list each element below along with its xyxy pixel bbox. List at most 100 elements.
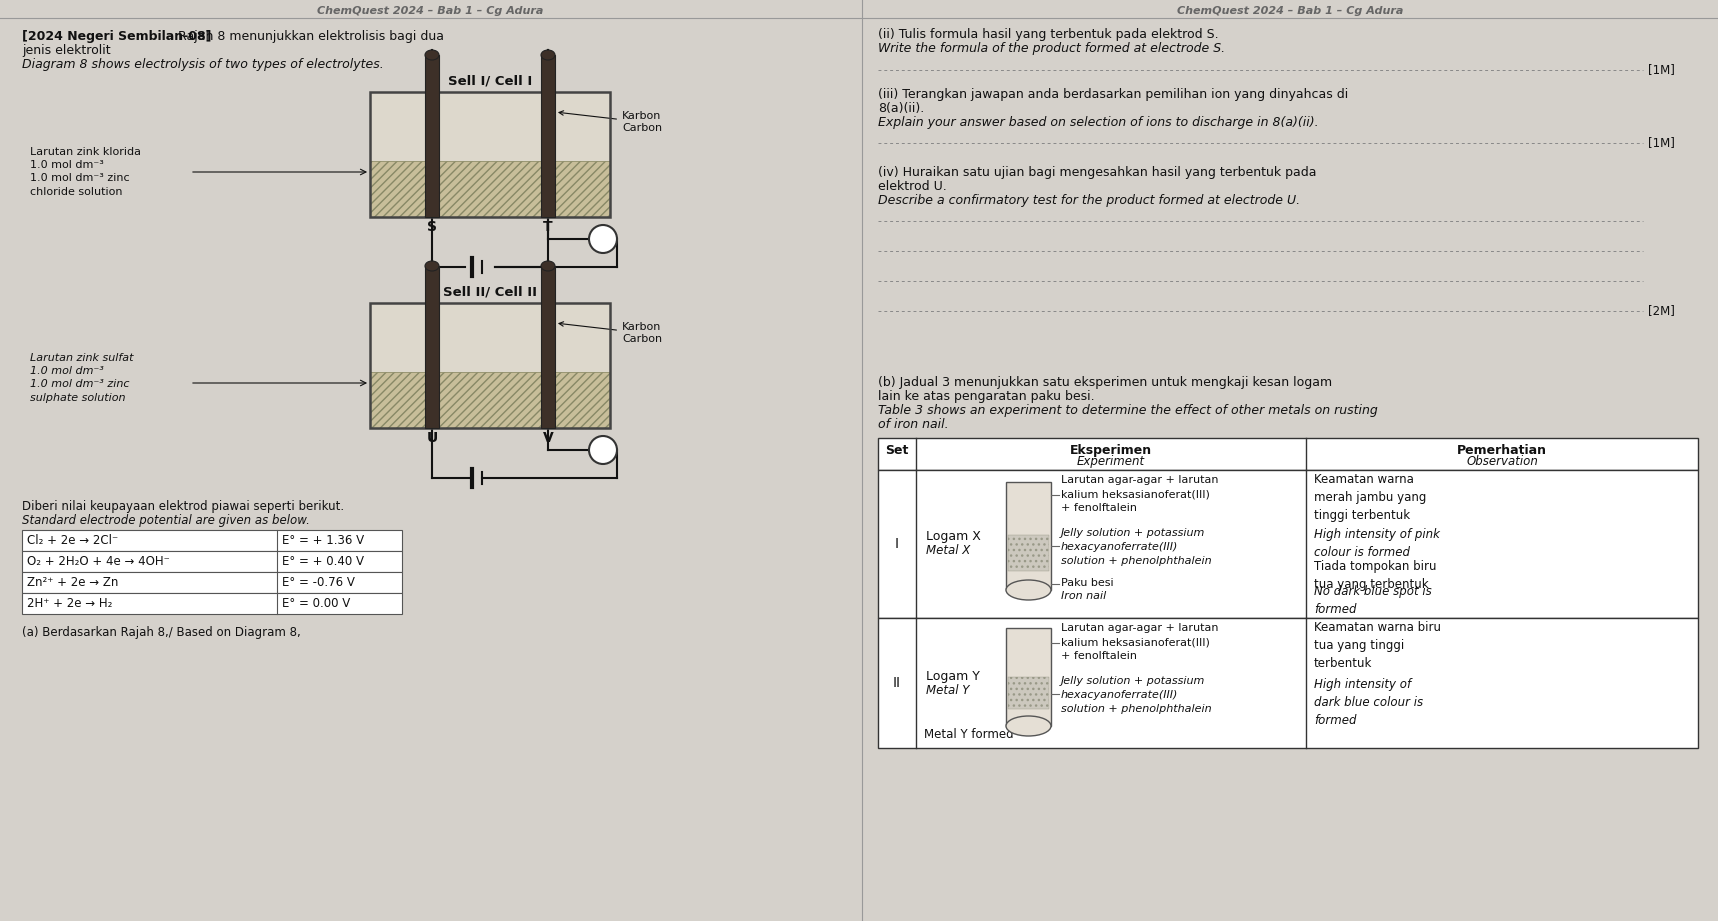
Text: Metal Y formed: Metal Y formed [924, 728, 1014, 741]
Text: lain ke atas pengaratan paku besi.: lain ke atas pengaratan paku besi. [878, 390, 1094, 403]
Text: ChemQuest 2024 – Bab 1 – Cg Adura: ChemQuest 2024 – Bab 1 – Cg Adura [316, 6, 543, 16]
Bar [1007, 628, 1051, 726]
Text: Describe a confirmatory test for the product formed at electrode U.: Describe a confirmatory test for the pro… [878, 194, 1301, 207]
Text: Logam Y: Logam Y [926, 670, 979, 683]
Text: U: U [426, 431, 438, 445]
Bar [878, 470, 1697, 618]
Text: Write the formula of the product formed at electrode S.: Write the formula of the product formed … [878, 42, 1225, 55]
Text: [2024 Negeri Sembilan-08]: [2024 Negeri Sembilan-08] [22, 30, 211, 43]
Bar [369, 372, 610, 428]
Text: Sell I/ Cell I: Sell I/ Cell I [448, 75, 533, 88]
Text: Diagram 8 shows electrolysis of two types of electrolytes.: Diagram 8 shows electrolysis of two type… [22, 58, 383, 71]
Bar [369, 303, 610, 428]
Ellipse shape [541, 50, 555, 60]
Text: Jelly solution + potassium
hexacyanoferrate(III)
solution + phenolphthalein: Jelly solution + potassium hexacyanoferr… [1062, 528, 1211, 566]
Text: ChemQuest 2024 – Bab 1 – Cg Adura: ChemQuest 2024 – Bab 1 – Cg Adura [1177, 6, 1404, 16]
Bar [1008, 535, 1050, 571]
Text: 8(a)(ii).: 8(a)(ii). [878, 102, 924, 115]
Text: Eksperimen: Eksperimen [1070, 444, 1153, 457]
Text: Keamatan warna
merah jambu yang
tinggi terbentuk: Keamatan warna merah jambu yang tinggi t… [1314, 473, 1426, 522]
Text: Karbon
Carbon: Karbon Carbon [558, 111, 661, 133]
Text: O₂ + 2H₂O + 4e → 4OH⁻: O₂ + 2H₂O + 4e → 4OH⁻ [27, 555, 170, 568]
Text: I: I [895, 537, 899, 551]
Text: E° = + 1.36 V: E° = + 1.36 V [282, 534, 364, 547]
Bar [369, 372, 610, 428]
Text: Experiment: Experiment [1077, 454, 1146, 468]
Text: High intensity of pink
colour is formed: High intensity of pink colour is formed [1314, 528, 1440, 559]
Text: Zn²⁺ + 2e → Zn: Zn²⁺ + 2e → Zn [27, 576, 119, 589]
Text: II: II [893, 676, 900, 690]
Bar [369, 161, 610, 217]
Text: Iron nail: Iron nail [1062, 591, 1106, 601]
Text: Karbon
Carbon: Karbon Carbon [558, 321, 661, 344]
Text: Tiada tompokan biru
tua yang terbentuk: Tiada tompokan biru tua yang terbentuk [1314, 560, 1436, 591]
Text: Metal Y: Metal Y [926, 684, 969, 697]
Bar [424, 55, 440, 217]
Text: Jelly solution + potassium
hexacyanoferrate(III)
solution + phenolphthalein: Jelly solution + potassium hexacyanoferr… [1062, 676, 1211, 714]
Text: (ii) Tulis formula hasil yang terbentuk pada elektrod S.: (ii) Tulis formula hasil yang terbentuk … [878, 28, 1218, 41]
Text: Larutan zink sulfat
1.0 mol dm⁻³
1.0 mol dm⁻³ zinc
sulphate solution: Larutan zink sulfat 1.0 mol dm⁻³ 1.0 mol… [29, 353, 134, 402]
Bar [541, 55, 555, 217]
Ellipse shape [541, 261, 555, 271]
Text: Set: Set [885, 444, 909, 457]
Text: Pemerhatian: Pemerhatian [1457, 444, 1546, 457]
Text: Explain your answer based on selection of ions to discharge in 8(a)(ii).: Explain your answer based on selection o… [878, 116, 1319, 129]
Bar [369, 92, 610, 161]
Text: of iron nail.: of iron nail. [878, 418, 948, 431]
Text: Larutan agar-agar + larutan
kalium heksasianoferat(III)
+ fenolftalein: Larutan agar-agar + larutan kalium heksa… [1062, 475, 1218, 513]
Bar [369, 161, 610, 217]
Text: Larutan zink klorida
1.0 mol dm⁻³
1.0 mol dm⁻³ zinc
chloride solution: Larutan zink klorida 1.0 mol dm⁻³ 1.0 mo… [29, 147, 141, 196]
Text: No dark blue spot is
formed: No dark blue spot is formed [1314, 585, 1431, 616]
Text: [1M]: [1M] [1648, 64, 1675, 76]
Text: [1M]: [1M] [1648, 136, 1675, 149]
Bar [1008, 677, 1050, 709]
Circle shape [589, 225, 617, 253]
Bar [369, 92, 610, 217]
Text: Standard electrode potential are given as below.: Standard electrode potential are given a… [22, 514, 309, 527]
Text: 2H⁺ + 2e → H₂: 2H⁺ + 2e → H₂ [27, 597, 112, 610]
Ellipse shape [1007, 716, 1051, 736]
Text: (b) Jadual 3 menunjukkan satu eksperimen untuk mengkaji kesan logam: (b) Jadual 3 menunjukkan satu eksperimen… [878, 376, 1331, 389]
Text: (a) Berdasarkan Rajah 8,/ Based on Diagram 8,: (a) Berdasarkan Rajah 8,/ Based on Diagr… [22, 626, 301, 639]
Bar [22, 572, 402, 593]
Text: A: A [598, 232, 608, 246]
Bar [22, 530, 402, 551]
Text: jenis elektrolit: jenis elektrolit [22, 44, 110, 57]
Bar [22, 593, 402, 614]
Text: Paku besi: Paku besi [1062, 578, 1113, 588]
Bar [541, 266, 555, 428]
Text: (iii) Terangkan jawapan anda berdasarkan pemilihan ion yang dinyahcas di: (iii) Terangkan jawapan anda berdasarkan… [878, 88, 1349, 101]
Text: S: S [428, 220, 436, 234]
Text: E° = + 0.40 V: E° = + 0.40 V [282, 555, 364, 568]
Bar [1008, 535, 1050, 571]
Text: Rajah 8 menunjukkan elektrolisis bagi dua: Rajah 8 menunjukkan elektrolisis bagi du… [174, 30, 443, 43]
Bar [424, 266, 440, 428]
Text: V: V [543, 431, 553, 445]
Bar [878, 618, 1697, 748]
Ellipse shape [424, 50, 440, 60]
Text: Metal X: Metal X [926, 544, 971, 557]
Bar [22, 551, 402, 572]
Bar [1008, 677, 1050, 709]
Text: E° = -0.76 V: E° = -0.76 V [282, 576, 356, 589]
Ellipse shape [1007, 580, 1051, 600]
Text: Larutan agar-agar + larutan
kalium heksasianoferat(III)
+ fenolftalein: Larutan agar-agar + larutan kalium heksa… [1062, 623, 1218, 661]
Text: elektrod U.: elektrod U. [878, 180, 947, 193]
Bar [369, 303, 610, 372]
Text: A: A [598, 443, 608, 457]
Text: Table 3 shows an experiment to determine the effect of other metals on rusting: Table 3 shows an experiment to determine… [878, 404, 1378, 417]
Text: Cl₂ + 2e → 2Cl⁻: Cl₂ + 2e → 2Cl⁻ [27, 534, 119, 547]
Bar [1007, 482, 1051, 590]
Ellipse shape [424, 261, 440, 271]
Bar [878, 438, 1697, 470]
Text: (iv) Huraikan satu ujian bagi mengesahkan hasil yang terbentuk pada: (iv) Huraikan satu ujian bagi mengesahka… [878, 166, 1316, 179]
Text: T: T [543, 220, 553, 234]
Text: Diberi nilai keupayaan elektrod piawai seperti berikut.: Diberi nilai keupayaan elektrod piawai s… [22, 500, 344, 513]
Text: High intensity of
dark blue colour is
formed: High intensity of dark blue colour is fo… [1314, 678, 1423, 727]
Text: [2M]: [2M] [1648, 305, 1675, 318]
Text: Logam X: Logam X [926, 530, 981, 543]
Text: Observation: Observation [1465, 454, 1538, 468]
Text: Sell II/ Cell II: Sell II/ Cell II [443, 285, 538, 298]
Circle shape [589, 436, 617, 464]
Text: Keamatan warna biru
tua yang tinggi
terbentuk: Keamatan warna biru tua yang tinggi terb… [1314, 621, 1441, 670]
